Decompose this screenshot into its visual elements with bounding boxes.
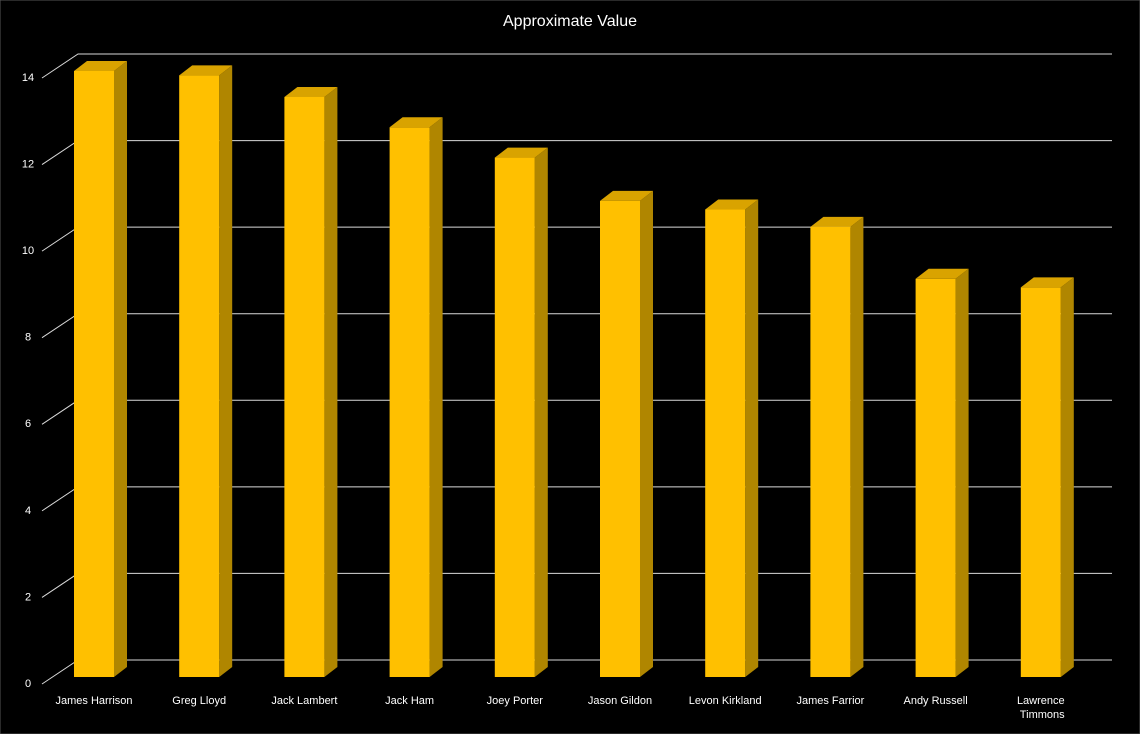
x-tick-label: Joey Porter <box>487 695 544 707</box>
bar-front <box>1020 287 1061 677</box>
x-tick-label: Lawrence Timmons <box>1017 695 1065 721</box>
y-tick-label: 10 <box>22 245 34 257</box>
bar-side <box>745 199 759 677</box>
y-tick-label: 12 <box>22 158 34 170</box>
bar-top <box>600 190 653 201</box>
bar-top <box>1020 277 1074 288</box>
x-tick-label: James Harrison <box>55 695 132 707</box>
bar <box>74 61 127 677</box>
bar-side <box>114 61 127 677</box>
bar <box>705 199 759 677</box>
bar-front <box>179 75 220 678</box>
bar <box>284 86 338 677</box>
x-tick-label: Andy Russell <box>903 695 967 707</box>
grid-line <box>41 53 1112 79</box>
y-tick-label: 6 <box>25 418 31 430</box>
bar-front <box>494 157 535 678</box>
bar-top <box>810 216 864 227</box>
bar-side <box>955 268 969 677</box>
x-tick-label: James Farrior <box>796 695 864 707</box>
bar-front <box>915 278 956 677</box>
bar-side <box>1060 277 1074 677</box>
bar-side <box>534 147 548 678</box>
bar-front <box>810 226 851 678</box>
x-tick-label: Jason Gildon <box>588 695 652 707</box>
bar <box>810 216 864 678</box>
bar-front <box>389 127 430 678</box>
bar-side <box>324 86 338 677</box>
y-tick-label: 14 <box>22 72 34 84</box>
bar-side <box>640 190 653 677</box>
bar-top <box>915 268 969 279</box>
bar-side <box>219 65 233 678</box>
bar-top <box>389 117 443 128</box>
bar <box>915 268 969 677</box>
bar-top <box>284 86 338 97</box>
bar <box>389 117 443 678</box>
bar <box>179 65 233 678</box>
bar <box>1020 277 1074 677</box>
bar-front <box>284 96 325 677</box>
chart-title: Approximate Value <box>503 13 637 30</box>
bar-front <box>74 71 114 677</box>
y-tick-label: 4 <box>25 505 31 517</box>
bar-front <box>600 200 640 677</box>
x-tick-label: Greg Lloyd <box>172 695 226 707</box>
bar-top <box>179 65 233 76</box>
bar-side <box>429 117 443 678</box>
y-tick-label: 8 <box>25 332 31 344</box>
bar-side <box>850 216 864 678</box>
bar <box>600 190 653 677</box>
x-tick-label: Jack Ham <box>385 695 434 707</box>
bar-top <box>705 199 759 210</box>
x-tick-label: Jack Lambert <box>271 695 337 707</box>
y-tick-label: 0 <box>25 678 31 690</box>
x-tick-label: Levon Kirkland <box>689 695 762 707</box>
y-tick-label: 2 <box>25 591 31 603</box>
bar-top <box>74 61 127 71</box>
bar-front <box>705 209 746 677</box>
bar-top <box>494 147 548 158</box>
bar <box>494 147 548 678</box>
